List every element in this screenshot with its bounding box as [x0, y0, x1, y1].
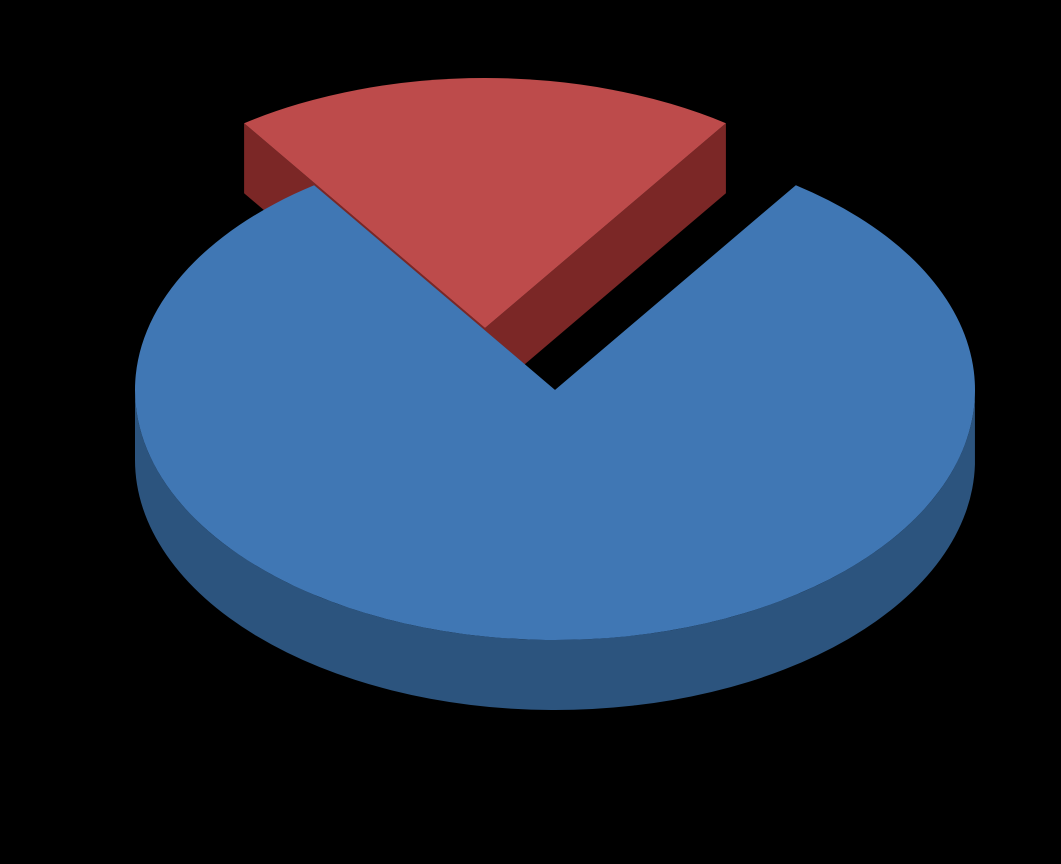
pie-chart-svg — [0, 0, 1061, 864]
pie-chart-3d — [0, 0, 1061, 864]
